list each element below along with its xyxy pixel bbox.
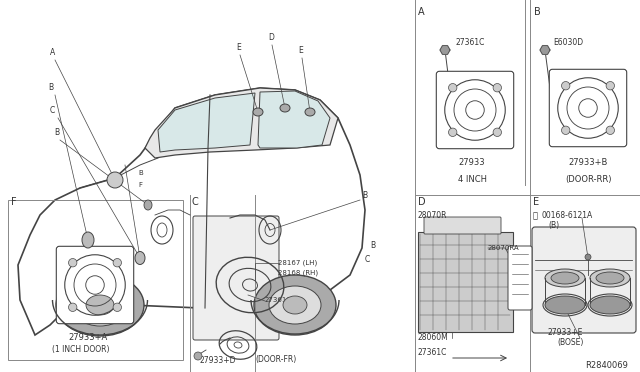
Text: 27933+A: 27933+A — [68, 333, 108, 342]
Text: 27933+E: 27933+E — [548, 328, 584, 337]
Text: 27361C: 27361C — [455, 38, 484, 47]
Text: F: F — [138, 182, 142, 188]
Text: 4 INCH: 4 INCH — [458, 175, 486, 184]
Text: 28060M: 28060M — [418, 333, 449, 342]
Circle shape — [113, 303, 122, 311]
Ellipse shape — [86, 295, 114, 315]
Ellipse shape — [545, 296, 585, 314]
Ellipse shape — [280, 104, 290, 112]
PathPatch shape — [18, 88, 365, 335]
Text: R2840069: R2840069 — [585, 361, 628, 370]
Text: A: A — [418, 7, 424, 17]
Text: E: E — [298, 46, 303, 55]
Text: E6030D: E6030D — [553, 38, 583, 47]
Text: 27361C: 27361C — [418, 348, 447, 357]
Text: E: E — [236, 43, 241, 52]
Ellipse shape — [82, 232, 94, 248]
Ellipse shape — [269, 286, 321, 324]
Bar — [8, 200, 183, 360]
FancyBboxPatch shape — [549, 69, 627, 147]
Ellipse shape — [590, 296, 630, 314]
Text: C: C — [50, 106, 55, 115]
Bar — [418, 232, 513, 332]
Text: 27933+D: 27933+D — [200, 356, 237, 365]
Circle shape — [449, 128, 457, 137]
Text: B: B — [362, 191, 367, 200]
Text: Ⓢ: Ⓢ — [533, 211, 538, 220]
Text: 28168 (RH): 28168 (RH) — [278, 270, 318, 276]
Text: 27933: 27933 — [459, 158, 485, 167]
Text: A: A — [50, 48, 55, 57]
Ellipse shape — [71, 284, 129, 326]
Circle shape — [561, 126, 570, 134]
Polygon shape — [540, 46, 550, 54]
Text: B: B — [48, 83, 53, 92]
Text: D: D — [268, 33, 274, 42]
Text: B: B — [370, 241, 375, 250]
Ellipse shape — [305, 108, 315, 116]
Ellipse shape — [253, 108, 263, 116]
Text: (B): (B) — [548, 221, 559, 230]
Text: B: B — [54, 128, 59, 137]
Text: D: D — [418, 197, 426, 207]
Circle shape — [194, 352, 202, 360]
Circle shape — [561, 81, 570, 90]
Ellipse shape — [596, 272, 624, 284]
FancyBboxPatch shape — [436, 71, 514, 149]
FancyBboxPatch shape — [193, 216, 279, 340]
Text: 27361C: 27361C — [265, 297, 292, 303]
Ellipse shape — [545, 269, 585, 287]
Ellipse shape — [144, 200, 152, 210]
Circle shape — [493, 128, 502, 137]
Circle shape — [449, 84, 457, 92]
PathPatch shape — [258, 91, 330, 148]
FancyBboxPatch shape — [424, 217, 501, 234]
Text: B: B — [534, 7, 541, 17]
PathPatch shape — [145, 88, 338, 158]
Ellipse shape — [551, 272, 579, 284]
Text: C: C — [192, 197, 199, 207]
Text: 28070RA: 28070RA — [488, 245, 520, 251]
Ellipse shape — [283, 296, 307, 314]
Circle shape — [606, 126, 614, 134]
Circle shape — [107, 172, 123, 188]
Circle shape — [113, 259, 122, 267]
Text: 00168-6121A: 00168-6121A — [542, 211, 593, 220]
Text: B: B — [138, 170, 143, 176]
Polygon shape — [440, 46, 450, 54]
Text: (DOOR-FR): (DOOR-FR) — [255, 355, 296, 364]
Text: 28070R: 28070R — [418, 211, 447, 220]
FancyBboxPatch shape — [56, 246, 134, 324]
Text: F: F — [11, 197, 17, 207]
Text: 27933+B: 27933+B — [568, 158, 608, 167]
Circle shape — [68, 303, 77, 311]
Circle shape — [606, 81, 614, 90]
Text: C: C — [365, 255, 371, 264]
Circle shape — [493, 84, 502, 92]
PathPatch shape — [158, 93, 255, 152]
FancyBboxPatch shape — [532, 227, 636, 333]
FancyBboxPatch shape — [508, 246, 532, 310]
Ellipse shape — [254, 275, 336, 335]
Ellipse shape — [56, 274, 144, 336]
Circle shape — [585, 254, 591, 260]
Text: 28167 (LH): 28167 (LH) — [278, 260, 317, 266]
Ellipse shape — [135, 251, 145, 264]
Text: E: E — [533, 197, 539, 207]
Text: (1 INCH DOOR): (1 INCH DOOR) — [52, 345, 109, 354]
Text: (DOOR-RR): (DOOR-RR) — [564, 175, 611, 184]
Ellipse shape — [590, 269, 630, 287]
Text: (BOSE): (BOSE) — [557, 338, 584, 347]
Circle shape — [68, 259, 77, 267]
